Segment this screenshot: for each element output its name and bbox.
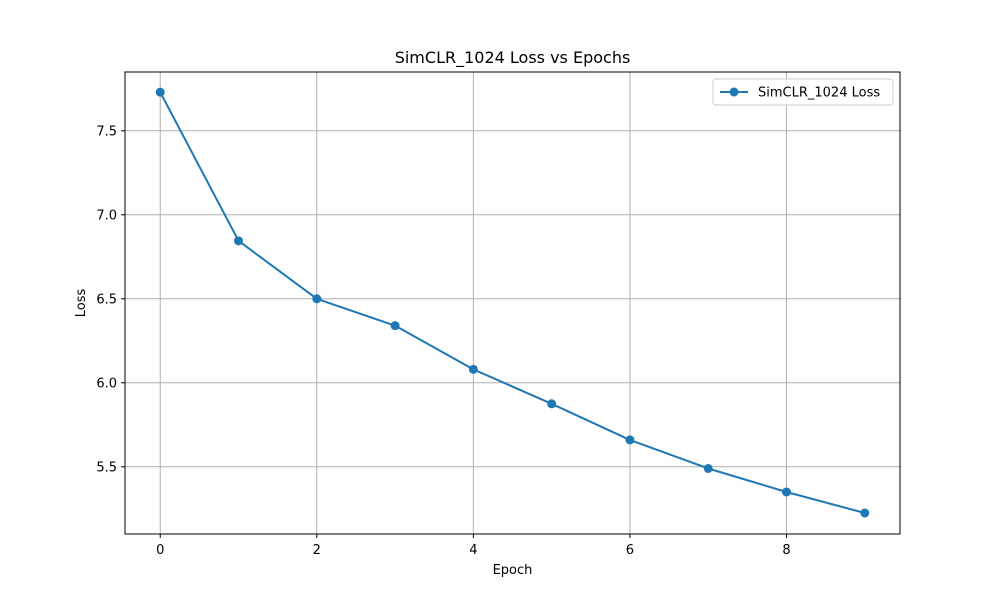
legend: SimCLR_1024 Loss [712, 78, 894, 106]
x-tick-label: 4 [469, 543, 477, 558]
y-axis-label: Loss [74, 289, 89, 318]
y-tick-label: 7.5 [96, 124, 117, 139]
data-point [155, 87, 165, 97]
data-point [703, 463, 713, 473]
y-tick-label: 6.5 [96, 292, 117, 307]
data-point [547, 399, 557, 409]
plot-frame [124, 71, 901, 535]
axis-ticks: 0 2 4 6 8 5.5 6.0 6.5 7.0 7.5 [96, 124, 790, 558]
data-point [390, 321, 400, 331]
grid [125, 72, 900, 534]
legend-box [712, 78, 894, 106]
data-point [781, 487, 791, 497]
x-tick-label: 0 [156, 543, 164, 558]
x-tick-label: 2 [313, 543, 321, 558]
y-tick-label: 7.0 [96, 208, 117, 223]
data-point [468, 364, 478, 374]
data-point [234, 236, 244, 246]
y-tick-label: 5.5 [96, 460, 117, 475]
y-tick-label: 6.0 [96, 376, 117, 391]
legend-marker-icon [729, 87, 739, 97]
x-axis-label: Epoch [493, 563, 533, 578]
data-point [860, 508, 870, 518]
x-tick-label: 8 [782, 543, 790, 558]
data-point [625, 435, 635, 445]
legend-label: SimCLR_1024 Loss [758, 86, 880, 101]
chart-title: SimCLR_1024 Loss vs Epochs [395, 48, 631, 68]
series-line [159, 91, 866, 514]
series-layer [155, 87, 870, 518]
data-point [312, 294, 322, 304]
x-tick-label: 6 [626, 543, 634, 558]
